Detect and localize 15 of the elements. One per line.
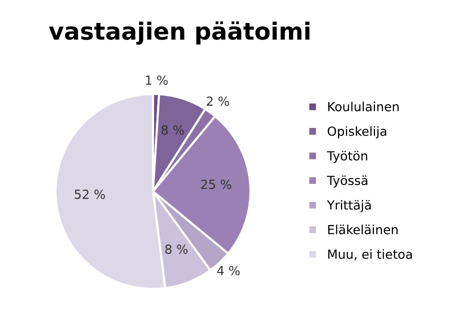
data-label: 8 % bbox=[162, 125, 184, 135]
legend-label: Muu, ei tietoa bbox=[328, 249, 412, 260]
chart-title: vastaajien päätoimi bbox=[48, 21, 310, 45]
legend-label: Opiskelija bbox=[328, 126, 386, 138]
legend-label: Yrittäjä bbox=[326, 200, 371, 212]
legend-label: Työssä bbox=[326, 175, 368, 188]
data-label: 1 % bbox=[146, 75, 168, 85]
legend-label: Työtön bbox=[326, 150, 368, 163]
legend-label: Koululainen bbox=[328, 102, 399, 112]
data-label: 8 % bbox=[165, 244, 188, 254]
data-label: 52 % bbox=[74, 190, 105, 200]
data-label: 25 % bbox=[201, 180, 232, 190]
data-label: 2 % bbox=[206, 96, 229, 106]
data-label: 4 % bbox=[217, 266, 240, 276]
legend-label: Eläkeläinen bbox=[328, 224, 398, 234]
